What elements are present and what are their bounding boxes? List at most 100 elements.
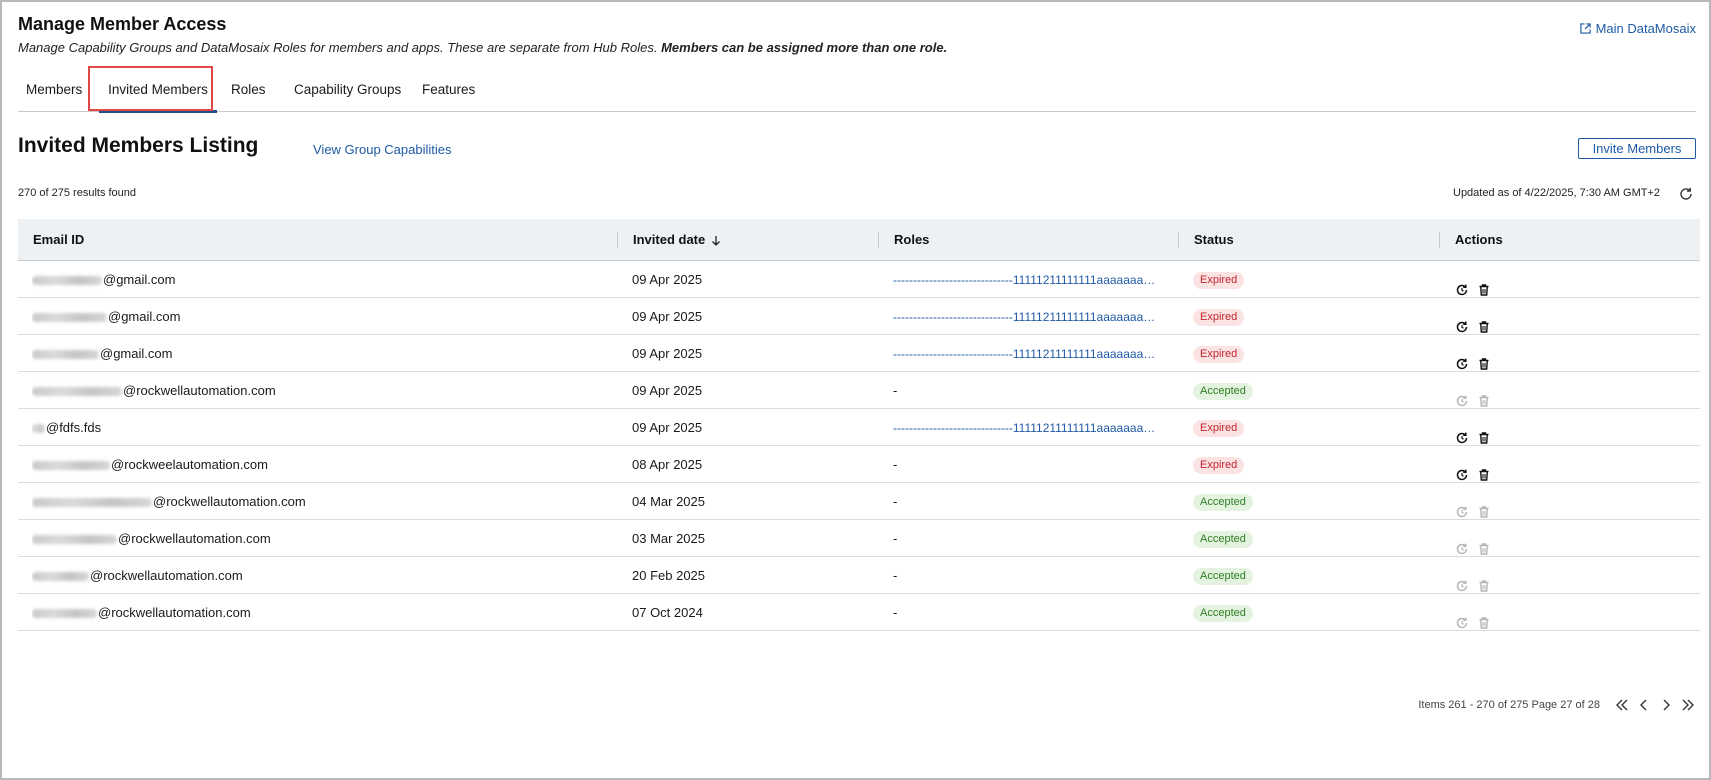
roles-empty: -: [893, 383, 898, 398]
email-cell: @gmail.com: [32, 261, 592, 298]
email-domain: @rockwellautomation.com: [118, 531, 271, 546]
table-row: @rockwellautomation.com 09 Apr 2025 - Accep…: [18, 372, 1700, 409]
email-domain: @rockwellautomation.com: [98, 605, 251, 620]
email-domain: @gmail.com: [108, 309, 181, 324]
roles-cell[interactable]: ------------------------------1111121111…: [893, 335, 1183, 372]
roles-cell[interactable]: ------------------------------1111121111…: [893, 261, 1183, 298]
column-actions-label: Actions: [1455, 232, 1503, 247]
delete-icon[interactable]: [1477, 459, 1491, 481]
updated-timestamp: Updated as of 4/22/2025, 7:30 AM GMT+2: [1453, 187, 1660, 199]
resend-invite-icon[interactable]: [1455, 274, 1469, 295]
delete-icon[interactable]: [1477, 422, 1491, 444]
email-cell: @gmail.com: [32, 335, 592, 372]
main-datamosaix-label: Main DataMosaix: [1595, 21, 1696, 36]
tab-bar: Members Invited Members Roles Capability…: [18, 66, 1696, 113]
role-link[interactable]: ------------------------------1111121111…: [893, 273, 1161, 288]
roles-empty: -: [893, 605, 898, 620]
subtitle-emphasis: Members can be assigned more than one ro…: [661, 40, 948, 55]
resend-invite-icon: [1455, 570, 1469, 591]
table-row: @fdfs.fds 09 Apr 2025 --------------------…: [18, 409, 1700, 446]
status-badge: Accepted: [1193, 568, 1253, 586]
page-subtitle: Manage Capability Groups and DataMosaix …: [18, 40, 947, 55]
role-link[interactable]: ------------------------------1111121111…: [893, 347, 1161, 362]
status-cell: Expired: [1193, 261, 1245, 298]
email-cell: @rockweelautomation.com: [32, 446, 592, 483]
role-link[interactable]: ------------------------------1111121111…: [893, 421, 1161, 436]
delete-icon[interactable]: [1477, 311, 1491, 333]
resend-invite-icon[interactable]: [1455, 348, 1469, 369]
column-roles: Roles: [877, 219, 929, 261]
table-row: @rockwellautomation.com 20 Feb 2025 - Accep…: [18, 557, 1700, 594]
email-domain: @gmail.com: [100, 346, 173, 361]
email-cell: @rockwellautomation.com: [32, 483, 592, 520]
invite-members-button[interactable]: Invite Members: [1578, 138, 1696, 159]
email-domain: @rockwellautomation.com: [123, 383, 276, 398]
status-cell: Accepted: [1193, 594, 1253, 631]
results-count: 270 of 275 results found: [18, 187, 137, 199]
actions-cell: [1455, 520, 1499, 557]
tab-features-label: Features: [422, 82, 476, 97]
email-cell: @fdfs.fds: [32, 409, 592, 446]
invited-date-cell: 08 Apr 2025: [632, 457, 703, 472]
status-cell: Expired: [1193, 298, 1245, 335]
previous-page-icon[interactable]: [1636, 697, 1652, 713]
column-email-label: Email ID: [33, 232, 85, 247]
last-page-icon[interactable]: [1680, 697, 1696, 713]
delete-icon: [1477, 607, 1491, 629]
active-tab-indicator: [99, 110, 217, 113]
table-row: @gmail.com 09 Apr 2025 -------------------…: [18, 261, 1700, 298]
tab-roles[interactable]: Roles: [231, 76, 266, 112]
roles-empty: -: [893, 568, 898, 583]
first-page-icon[interactable]: [1614, 697, 1630, 713]
external-link-icon: [1579, 23, 1591, 34]
resend-invite-icon[interactable]: [1455, 422, 1469, 443]
email-domain: @rockwellautomation.com: [90, 568, 243, 583]
invited-date-cell: 07 Oct 2024: [632, 605, 703, 620]
page-title: Manage Member Access: [18, 14, 227, 34]
actions-cell: [1455, 261, 1499, 298]
status-badge: Expired: [1193, 457, 1245, 475]
roles-empty: -: [893, 531, 898, 546]
invited-date-cell: 09 Apr 2025: [632, 383, 703, 398]
roles-cell: -: [893, 483, 1183, 520]
redacted-name: [32, 572, 89, 582]
role-link[interactable]: ------------------------------1111121111…: [893, 310, 1161, 325]
view-group-capabilities-link[interactable]: View Group Capabilities: [313, 142, 452, 157]
table-row: @rockwellautomation.com 03 Mar 2025 - Accep…: [18, 520, 1700, 557]
delete-icon[interactable]: [1477, 274, 1491, 296]
column-invited-date[interactable]: Invited date: [616, 219, 721, 261]
actions-cell: [1455, 483, 1499, 520]
column-actions: Actions: [1439, 219, 1503, 261]
redacted-name: [32, 276, 102, 286]
delete-icon[interactable]: [1477, 348, 1491, 370]
redacted-name: [32, 350, 99, 360]
status-badge: Accepted: [1193, 383, 1253, 401]
delete-icon: [1477, 496, 1491, 518]
tab-features[interactable]: Features: [422, 76, 475, 112]
refresh-icon[interactable]: [1678, 186, 1694, 202]
redacted-name: [32, 461, 110, 471]
next-page-icon[interactable]: [1658, 697, 1674, 713]
table-body: @gmail.com 09 Apr 2025 -------------------…: [18, 261, 1700, 631]
delete-icon: [1477, 570, 1491, 592]
sort-descending-icon: [712, 235, 721, 246]
table-row: @rockweelautomation.com 08 Apr 2025 - Expir…: [18, 446, 1700, 483]
tab-members[interactable]: Members: [26, 76, 82, 112]
roles-cell: -: [893, 446, 1183, 483]
actions-cell: [1455, 446, 1499, 483]
column-status: Status: [1178, 219, 1234, 261]
roles-cell[interactable]: ------------------------------1111121111…: [893, 409, 1183, 446]
tab-capability-groups[interactable]: Capability Groups: [294, 76, 401, 112]
resend-invite-icon[interactable]: [1455, 459, 1469, 480]
tab-invited-members[interactable]: Invited Members: [99, 76, 217, 113]
roles-cell[interactable]: ------------------------------1111121111…: [893, 298, 1183, 335]
status-badge: Expired: [1193, 420, 1245, 438]
roles-cell: -: [893, 520, 1183, 557]
main-datamosaix-link[interactable]: Main DataMosaix: [1579, 21, 1696, 36]
status-cell: Accepted: [1193, 520, 1253, 557]
resend-invite-icon[interactable]: [1455, 311, 1469, 332]
table-row: @gmail.com 09 Apr 2025 -------------------…: [18, 298, 1700, 335]
status-cell: Accepted: [1193, 483, 1253, 520]
roles-cell: -: [893, 594, 1183, 631]
email-cell: @gmail.com: [32, 298, 592, 335]
